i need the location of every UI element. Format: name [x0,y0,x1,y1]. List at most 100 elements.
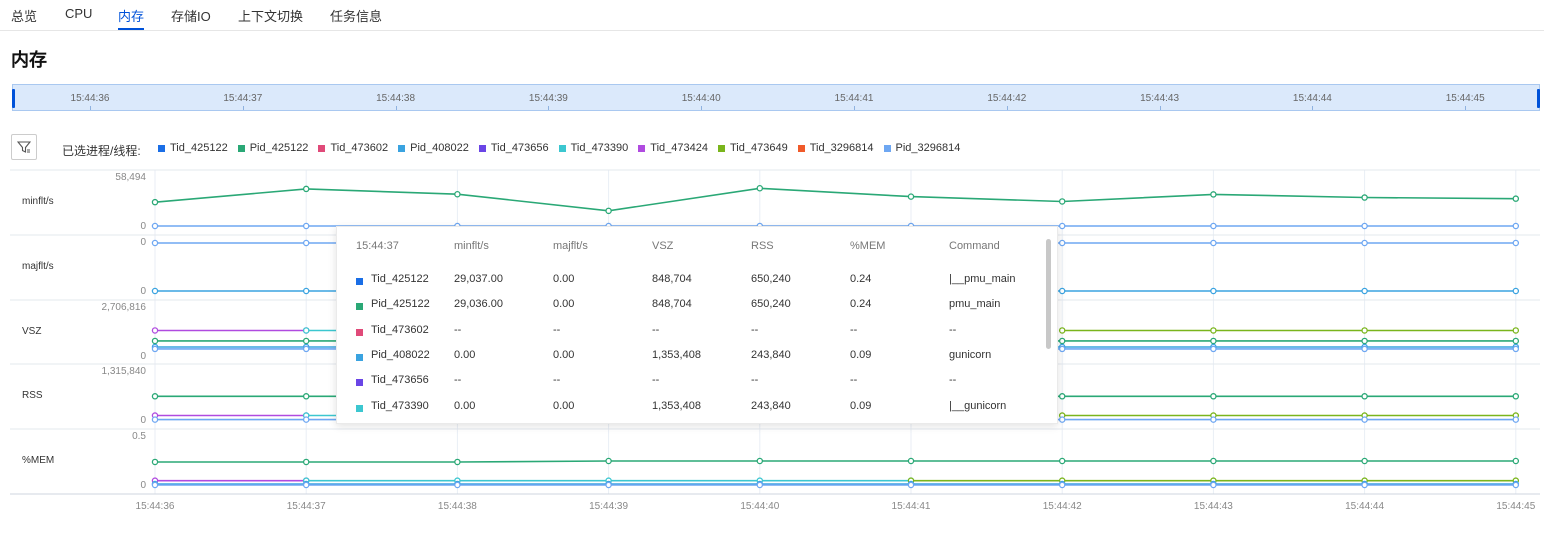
legend: Tid_425122 Pid_425122 Tid_473602 Pid_408022… [158,142,970,154]
data-point [756,185,764,192]
tab-3[interactable]: 存储IO [171,9,211,24]
data-point [151,416,159,423]
data-point [302,185,310,193]
y-min-label: 0 [140,286,146,297]
timeline-left-handle[interactable] [12,89,15,108]
timeline-tick [1006,106,1008,110]
timeline-label: 15:44:42 [987,93,1027,104]
data-point [1512,195,1520,202]
tooltip-cell: -- [553,374,561,387]
legend-item[interactable]: Tid_473424 [638,142,708,154]
y-max-label: 0 [140,237,146,248]
timeline-tick [854,106,855,110]
legend-item[interactable]: Tid_425122 [158,142,228,154]
tooltip-cell: -- [949,323,957,336]
timeline-tick [242,106,244,110]
tab-2[interactable]: 内存 [118,6,145,30]
tooltip-column-header: majflt/s [553,240,588,252]
data-point [907,457,915,465]
legend-label: Tid_425122 [170,142,228,154]
timeline-tick [1312,106,1314,110]
y-min-label: 0 [140,221,146,232]
data-point [1512,481,1520,489]
legend-item[interactable]: Tid_473602 [318,142,388,154]
data-point [1058,481,1066,489]
filter-button[interactable] [11,134,37,160]
timeline-label: 15:44:36 [70,93,110,104]
legend-label: Pid_408022 [410,142,469,154]
legend-item[interactable]: Tid_473649 [717,142,788,154]
timeline-tick [548,106,550,110]
legend-item[interactable]: Pid_408022 [398,142,469,154]
legend-item[interactable]: Pid_3296814 [883,142,960,154]
data-point [454,458,461,466]
tooltip-cell: gunicorn [949,348,992,361]
series-line [155,460,1516,463]
y-min-label: 0 [140,351,146,362]
x-tick-label: 15:44:42 [1043,501,1082,512]
tooltip-cell: 29,037.00 [454,273,503,285]
tab-4[interactable]: 上下文切换 [238,9,304,24]
data-point [302,345,310,353]
filter-icon [17,141,31,153]
data-point [1058,198,1066,205]
tab-1[interactable]: CPU [65,6,93,21]
data-point [1210,345,1217,353]
timeline-tick [1159,106,1161,110]
timeline-range-slider[interactable]: 15:44:36 15:44:37 15:44:38 15:44:39 15:44:40… [12,84,1540,111]
y-max-label: 0.5 [132,431,146,442]
data-point [151,239,159,247]
x-tick-label: 15:44:41 [892,501,931,512]
data-point [1058,239,1066,247]
timeline-tick [1465,106,1467,110]
data-point [1210,393,1217,400]
legend-item[interactable]: Tid_473390 [558,142,628,154]
tooltip-swatch [356,404,363,412]
tooltip-column-header: VSZ [652,240,674,252]
legend-label: Tid_473649 [729,142,788,154]
timeline-right-handle[interactable] [1537,89,1540,108]
legend-item[interactable]: Tid_473656 [478,142,549,154]
tooltip-cell: -- [652,374,660,387]
data-point [1210,191,1217,198]
data-point [1210,457,1217,465]
y-max-label: 1,315,840 [102,366,147,377]
data-point [756,457,764,465]
timeline-tick [90,106,91,110]
series-line [154,187,1516,212]
timeline-label: 15:44:45 [1445,93,1485,104]
legend-item[interactable]: Tid_3296814 [797,142,874,154]
x-tick-label: 15:44:43 [1194,501,1233,512]
data-point [151,222,159,230]
tab-5[interactable]: 任务信息 [330,9,383,24]
legend-item[interactable]: Pid_425122 [237,142,309,154]
data-point [605,207,612,215]
tooltip-scrollbar[interactable] [1046,239,1051,349]
tooltip-cell: 0.24 [850,298,872,311]
legend-label: Pid_425122 [249,142,309,154]
tooltip-cell: 848,704 [652,298,692,311]
tooltip-row-name: Tid_473656 [371,374,429,387]
tooltip-swatch [356,278,363,285]
data-point [605,481,612,489]
data-point [151,287,159,295]
chart-tooltip: 15:44:37 minflt/s majflt/s VSZ RSS %MEM Comman… [336,226,1058,424]
timeline-label: 15:44:44 [1292,93,1332,104]
tooltip-cell: pmu_main [949,298,1001,311]
tooltip-row: Tid_473656 -- -- -- -- -- -- [337,374,1037,394]
x-tick-label: 15:44:45 [1496,501,1535,512]
tooltip-cell: 0.00 [553,348,575,361]
tooltip-cell: -- [850,374,858,387]
legend-swatch [558,144,566,152]
tab-0[interactable]: 总览 [11,9,38,24]
tooltip-cell: 0.00 [553,273,575,285]
data-point [1058,393,1066,400]
data-point [907,481,915,489]
data-point [1058,222,1066,230]
data-point [1361,393,1368,400]
data-point [1361,337,1368,345]
data-point [1058,457,1066,465]
data-point [1512,416,1520,423]
tooltip-cell: -- [751,323,759,336]
data-point [1512,457,1520,465]
